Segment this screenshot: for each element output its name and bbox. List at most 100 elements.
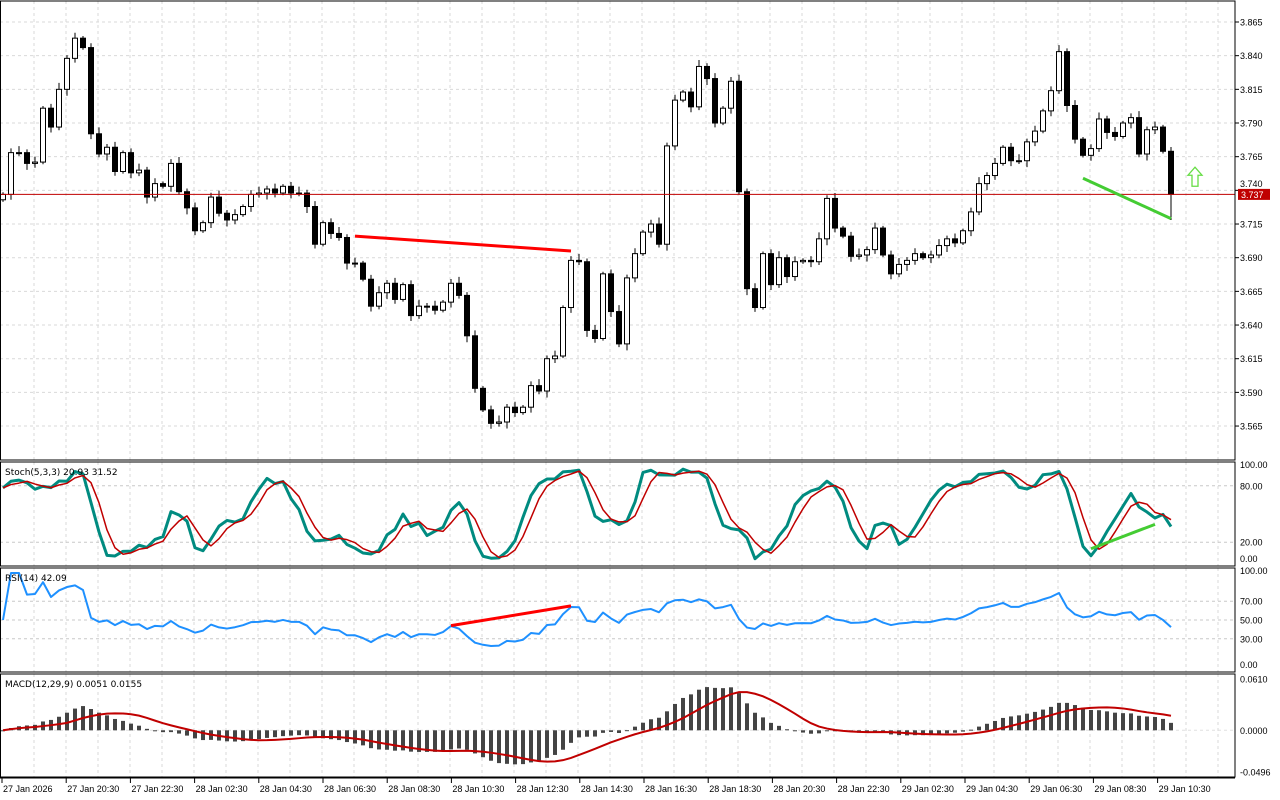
macd-histogram-bar	[145, 728, 149, 731]
bullish-candle	[728, 80, 734, 109]
bullish-candle	[552, 355, 558, 360]
price-tick-label: 3.615	[1240, 354, 1263, 364]
macd-histogram-bar	[1033, 711, 1037, 731]
macd-histogram-bar	[345, 730, 349, 743]
bearish-candle	[592, 329, 598, 339]
bearish-candle	[1160, 126, 1166, 152]
macd-histogram-bar	[257, 730, 261, 740]
bearish-candle	[48, 107, 54, 128]
bullish-candle	[40, 107, 46, 163]
stoch-signal-line	[2, 470, 1172, 559]
macd-histogram-bar	[417, 730, 421, 752]
bearish-candle	[656, 223, 662, 245]
macd-histogram-bar	[641, 722, 645, 731]
bearish-candle	[360, 262, 366, 280]
price-tick-label: 3.765	[1240, 152, 1263, 162]
bullish-candle	[0, 193, 6, 201]
bearish-candle	[768, 253, 774, 286]
stoch-tick-label: 20.00	[1240, 538, 1263, 548]
bullish-candle	[200, 222, 206, 232]
macd-tick-label: -0.0496	[1240, 768, 1271, 778]
bearish-candle	[328, 222, 334, 234]
price-tick-label: 3.665	[1240, 287, 1263, 297]
panel-frame-rsi	[0, 567, 1236, 673]
stochastic-label: Stoch(5,3,3) 20.93 31.52	[5, 468, 118, 478]
macd-histogram-bar	[177, 730, 181, 734]
bullish-candle	[520, 406, 526, 414]
time-tick-label: 28 Jan 22:30	[838, 784, 890, 794]
bullish-candle	[208, 196, 214, 224]
bullish-candle	[968, 211, 974, 232]
bearish-candle	[456, 282, 462, 296]
stoch-tick-label: 100.00	[1240, 460, 1268, 470]
macd-histogram-bar	[1161, 718, 1165, 731]
bullish-candle	[152, 183, 158, 198]
macd-histogram-bar	[225, 730, 229, 742]
price-tick-label: 3.815	[1240, 85, 1263, 95]
bullish-candle	[792, 261, 798, 278]
macd-histogram-bar	[129, 723, 133, 731]
macd-histogram-bar	[449, 730, 453, 750]
bearish-candle	[584, 261, 590, 331]
macd-histogram-bar	[385, 730, 389, 750]
macd-histogram-bar	[793, 730, 797, 732]
time-tick-label: 29 Jan 04:30	[966, 784, 1018, 794]
bearish-candle	[272, 188, 278, 194]
bullish-candle	[384, 282, 390, 294]
macd-histogram-bar	[233, 730, 237, 742]
macd-histogram-bar	[1057, 702, 1061, 731]
candlestick-series	[0, 32, 1235, 429]
bullish-candle	[424, 305, 430, 308]
macd-histogram-bar	[353, 730, 357, 744]
macd-histogram-bar	[433, 730, 437, 752]
time-tick-label: 29 Jan 02:30	[902, 784, 954, 794]
bullish-candle	[1128, 117, 1134, 124]
bearish-candle	[576, 259, 582, 263]
bearish-candle	[88, 47, 94, 135]
macd-histogram-bar	[929, 730, 933, 736]
current-price-label: 3.737	[1241, 190, 1264, 200]
time-tick-label: 28 Jan 14:30	[581, 784, 633, 794]
bullish-candle	[600, 273, 606, 339]
macd-histogram-bar	[457, 730, 461, 749]
bearish-candle	[952, 238, 958, 244]
macd-tick-label: 0.0000	[1240, 726, 1268, 736]
macd-histogram-bar	[545, 730, 549, 758]
macd-histogram-bar	[521, 730, 525, 765]
stoch-divergence-line	[1090, 522, 1156, 551]
macd-histogram-bar	[65, 712, 69, 731]
bullish-candle	[992, 162, 998, 177]
macd-histogram-bar	[585, 730, 589, 737]
macd-histogram-bar	[665, 711, 669, 731]
macd-histogram-bar	[969, 729, 973, 731]
bullish-candle	[760, 253, 766, 309]
macd-histogram-bar	[593, 730, 597, 737]
bearish-candle	[472, 335, 478, 389]
macd-histogram-bar	[937, 730, 941, 735]
macd-histogram-bar	[633, 726, 637, 731]
macd-histogram-bar	[513, 730, 517, 765]
macd-histogram-bar	[249, 730, 253, 741]
bullish-candle	[1120, 122, 1126, 137]
bearish-candle	[24, 152, 30, 164]
rsi-tick-label: 0.00	[1240, 660, 1258, 670]
macd-histogram-bar	[537, 730, 541, 762]
macd-histogram-bar	[473, 730, 477, 754]
bearish-candle	[304, 192, 310, 208]
current-price-tag: 3.737	[1238, 188, 1270, 200]
macd-histogram-bar	[369, 730, 373, 749]
bullish-candle	[64, 57, 70, 90]
macd-histogram-bar	[441, 730, 445, 752]
macd-histogram-bar	[185, 730, 189, 736]
bearish-candle	[616, 311, 622, 345]
macd-histogram-bar	[1153, 717, 1157, 731]
macd-histogram-bar	[1017, 715, 1021, 731]
bearish-candle	[488, 409, 494, 424]
panel-frame-macd	[0, 673, 1236, 778]
bullish-candle	[944, 238, 950, 247]
bearish-candle	[184, 191, 190, 209]
bullish-candle	[1096, 118, 1102, 150]
macd-histogram-bar	[265, 730, 269, 738]
macd-histogram-bar	[1121, 713, 1125, 731]
